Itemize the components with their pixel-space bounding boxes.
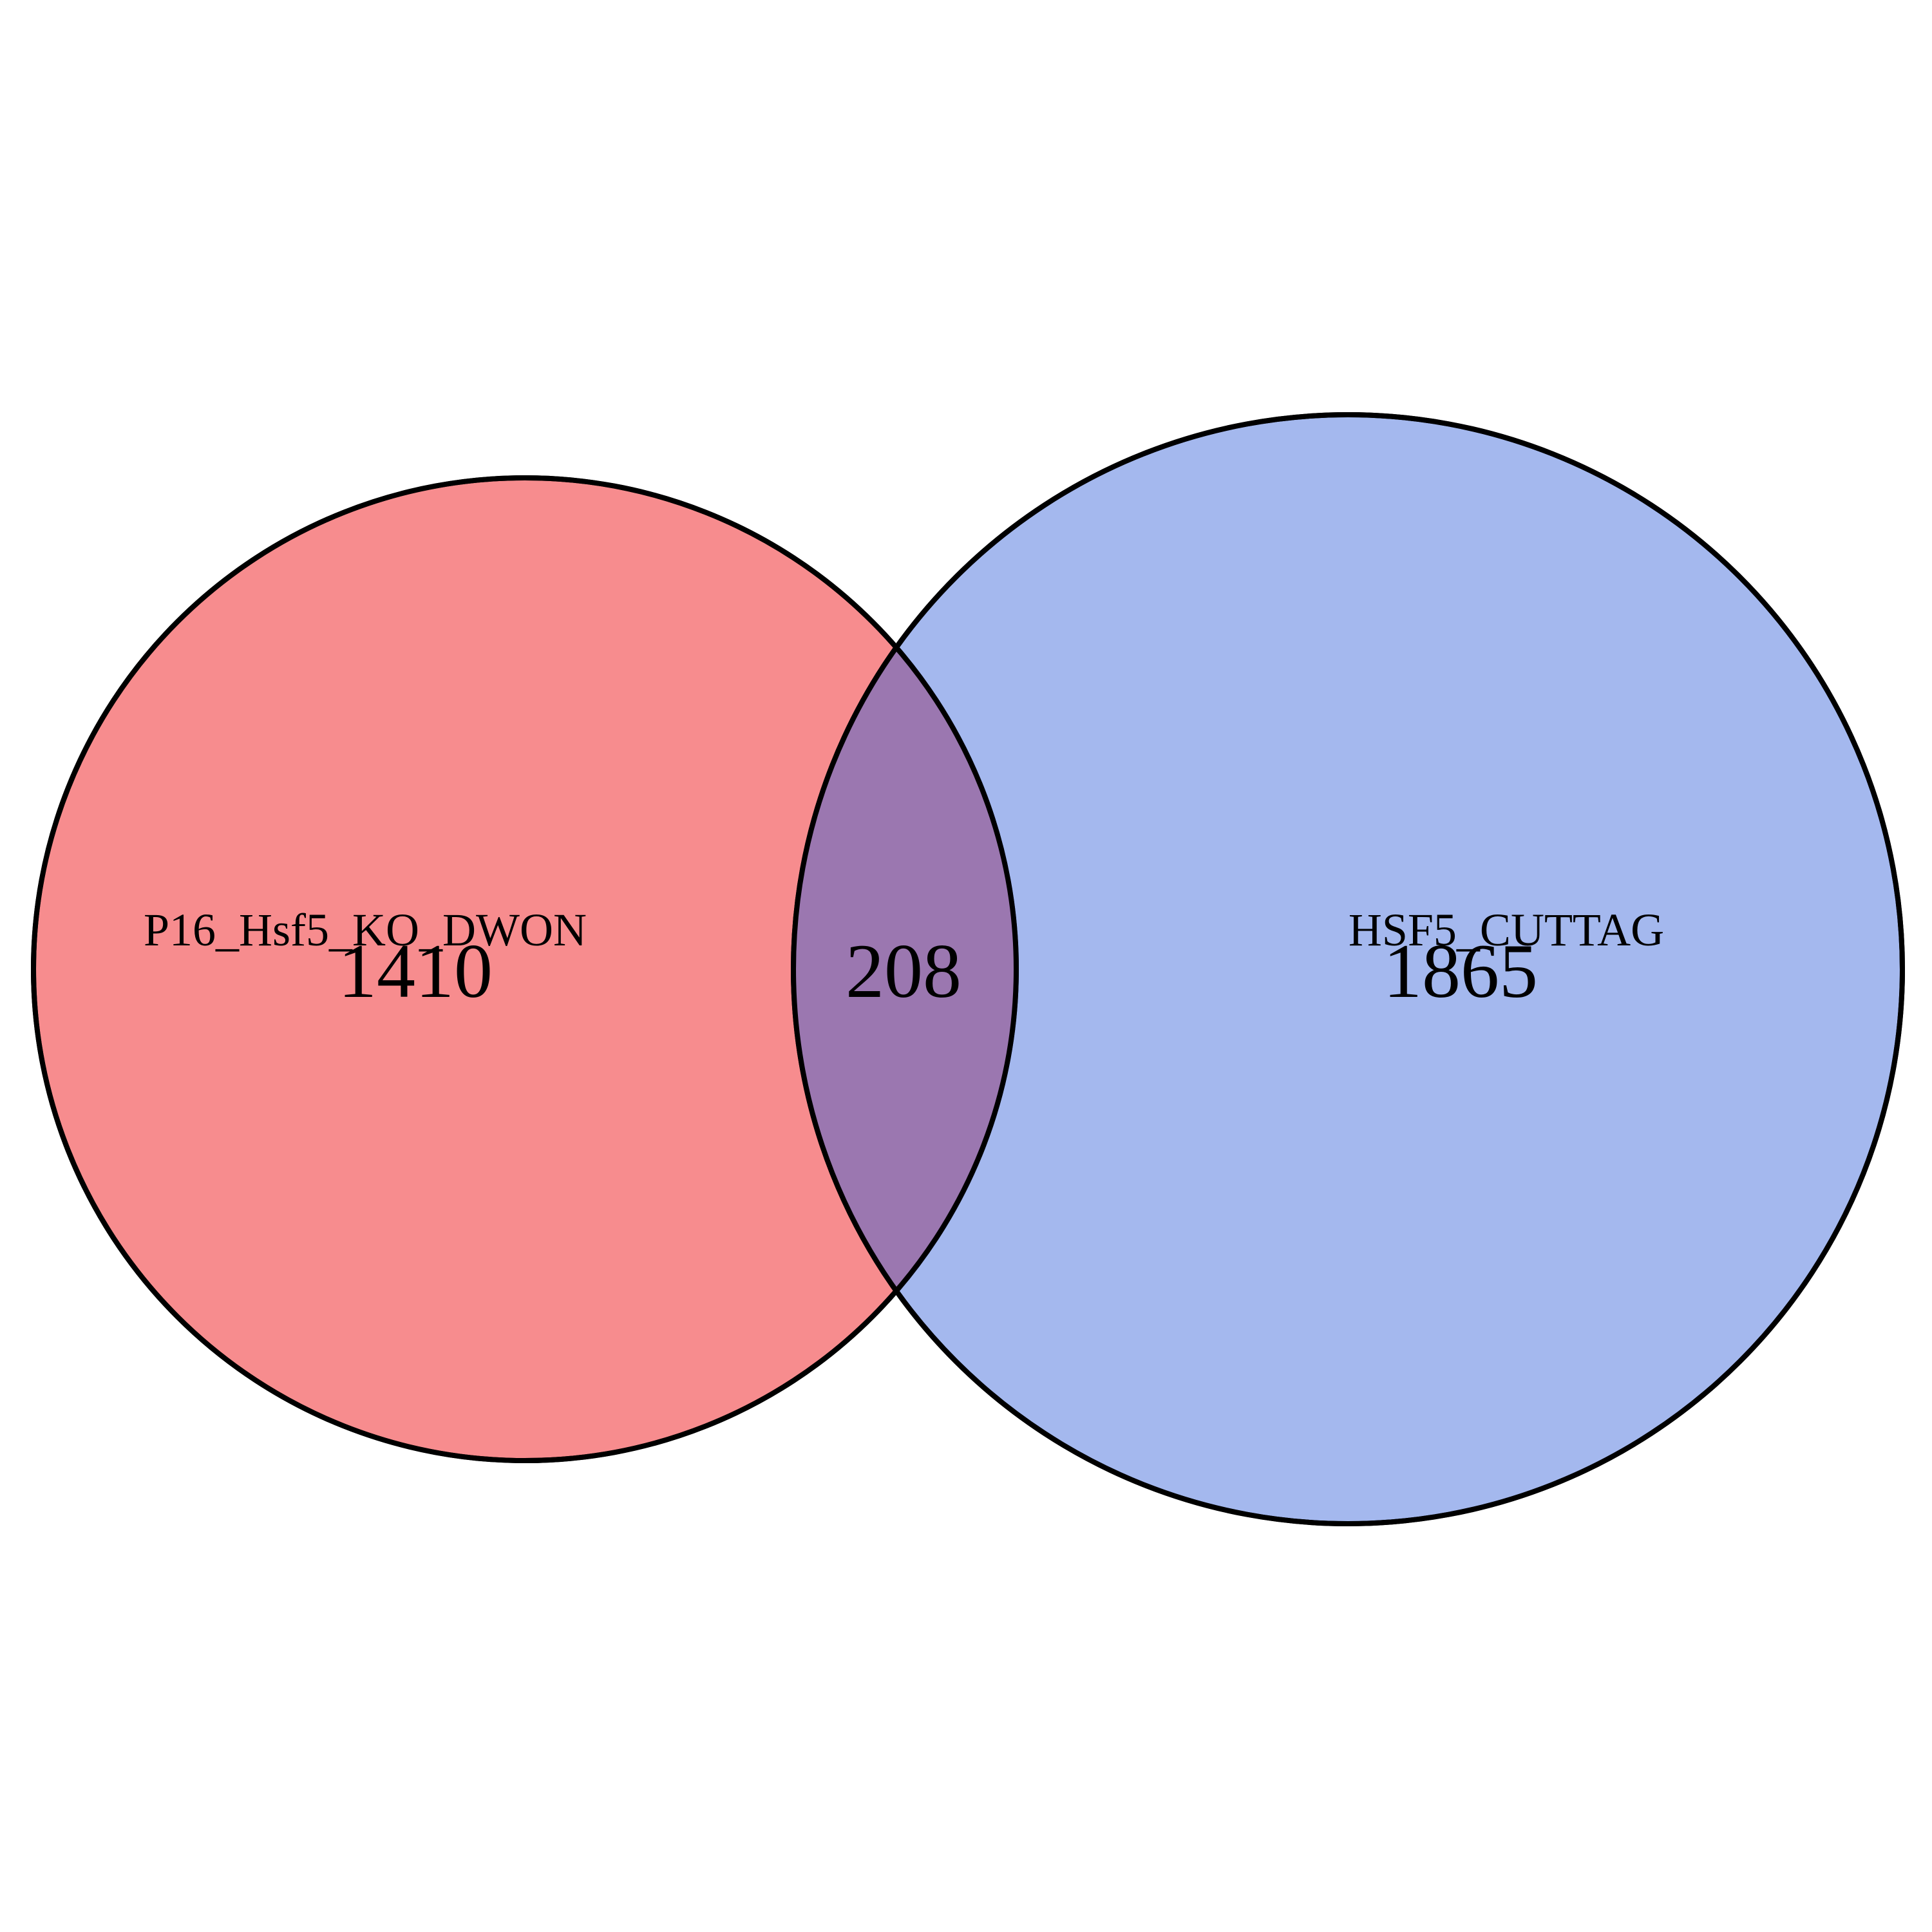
set-a-outline bbox=[31, 475, 1019, 1463]
intersection-count: 208 bbox=[846, 928, 961, 1014]
set-b-only-count: 1865 bbox=[1383, 928, 1538, 1014]
set-a-label: P16_Hsf5_KO_DWON bbox=[144, 904, 587, 956]
set-b-outline bbox=[791, 412, 1905, 1526]
set-a-only-count: 1410 bbox=[338, 928, 493, 1014]
set-b-label: HSF5_CUTTAG bbox=[1349, 904, 1664, 956]
